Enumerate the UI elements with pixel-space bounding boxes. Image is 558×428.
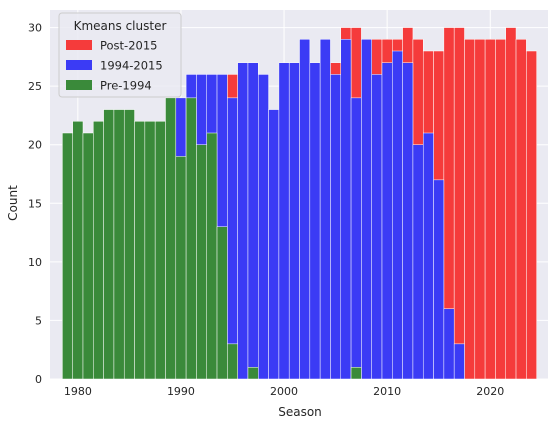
- legend: Kmeans cluster Post-2015 1994-2015 Pre-199…: [58, 12, 182, 98]
- legend-label-1994-2015: 1994-2015: [100, 59, 163, 73]
- legend-swatch-1994-2015: [66, 60, 92, 70]
- bar-pre-1994: [165, 97, 177, 380]
- bar-pre-1994: [247, 367, 259, 380]
- x-tick-label: 2020: [476, 385, 504, 398]
- y-tick-label: 25: [28, 80, 42, 93]
- bar-pre-1994: [175, 156, 187, 380]
- bar-post-2015: [474, 39, 486, 380]
- bar-1994-2015: [371, 74, 383, 380]
- x-tick-label: 1990: [167, 385, 195, 398]
- x-tick-label: 1980: [64, 385, 92, 398]
- bar-1994-2015: [330, 74, 342, 380]
- legend-label-post-2015: Post-2015: [100, 39, 157, 53]
- bar-post-2015: [495, 39, 506, 380]
- bar-pre-1994: [144, 121, 156, 380]
- bar-pre-1994: [82, 132, 94, 380]
- bar-1994-2015: [309, 62, 321, 380]
- bar-1994-2015: [412, 144, 424, 380]
- y-tick-label: 20: [28, 139, 42, 152]
- bar-1994-2015: [288, 62, 300, 380]
- bar-1994-2015: [258, 74, 269, 380]
- bar-post-2015: [484, 39, 496, 380]
- bar-post-2015: [505, 27, 517, 380]
- y-tick-label: 5: [35, 314, 42, 327]
- legend-swatch-post-2015: [66, 40, 92, 50]
- bar-pre-1994: [154, 121, 166, 380]
- bar-pre-1994: [196, 144, 207, 380]
- bar-1994-2015: [453, 343, 465, 380]
- bar-pre-1994: [227, 343, 238, 380]
- bar-1994-2015: [340, 39, 352, 380]
- bar-1994-2015: [381, 62, 393, 380]
- bar-1994-2015: [443, 308, 455, 380]
- bar-1994-2015: [227, 97, 238, 380]
- bar-1994-2015: [247, 62, 259, 380]
- bar-1994-2015: [299, 39, 311, 380]
- bar-pre-1994: [206, 132, 218, 380]
- y-tick-label: 10: [28, 256, 42, 269]
- x-tick-label: 2000: [270, 385, 298, 398]
- bar-1994-2015: [268, 109, 280, 380]
- y-tick-label: 15: [28, 197, 42, 210]
- bar-pre-1994: [62, 132, 73, 380]
- legend-frame: [58, 12, 182, 98]
- y-tick-label: 0: [35, 373, 42, 386]
- bar-pre-1994: [350, 367, 362, 380]
- x-tick-label: 2010: [373, 385, 401, 398]
- bar-pre-1994: [93, 121, 104, 380]
- bar-1994-2015: [402, 62, 414, 380]
- bar-1994-2015: [319, 39, 331, 380]
- bar-1994-2015: [433, 179, 445, 380]
- legend-swatch-pre-1994: [66, 80, 92, 90]
- bar-pre-1994: [185, 97, 197, 380]
- bar-1994-2015: [237, 62, 249, 380]
- bar-pre-1994: [123, 109, 135, 380]
- bar-pre-1994: [113, 109, 125, 380]
- bar-post-2015: [453, 27, 465, 380]
- bar-post-2015: [526, 50, 537, 380]
- bar-1994-2015: [361, 39, 372, 380]
- legend-title: Kmeans cluster: [74, 19, 167, 33]
- y-axis-title: Count: [6, 185, 20, 221]
- bar-pre-1994: [216, 226, 228, 380]
- bar-post-2015: [515, 39, 527, 380]
- bar-pre-1994: [103, 109, 115, 380]
- bar-1994-2015: [422, 132, 434, 380]
- bar-1994-2015: [392, 50, 403, 380]
- y-tick-label: 30: [28, 22, 42, 35]
- bar-1994-2015: [350, 97, 362, 380]
- legend-label-pre-1994: Pre-1994: [100, 79, 152, 93]
- bar-pre-1994: [134, 121, 146, 380]
- bar-pre-1994: [72, 121, 84, 380]
- bar-1994-2015: [278, 62, 290, 380]
- bar-post-2015: [464, 39, 476, 380]
- x-axis-title: Season: [278, 405, 322, 419]
